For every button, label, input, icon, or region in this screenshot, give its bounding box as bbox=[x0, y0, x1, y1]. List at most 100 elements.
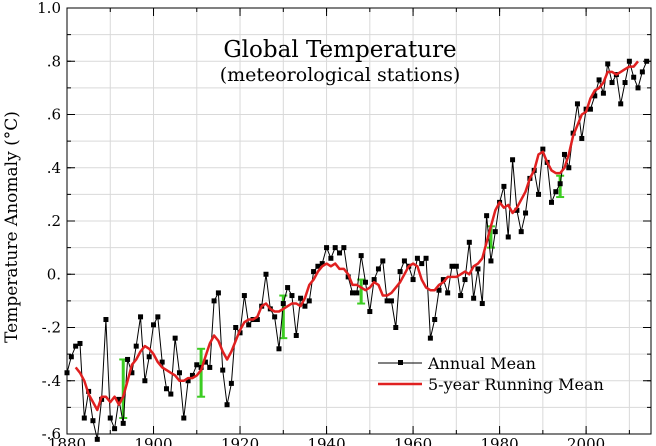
annual-mean-point bbox=[129, 370, 135, 376]
annual-mean-point bbox=[202, 359, 208, 365]
annual-mean-point bbox=[592, 93, 598, 99]
annual-mean-point bbox=[371, 277, 377, 283]
annual-mean-point bbox=[605, 61, 611, 67]
annual-mean-point bbox=[254, 317, 260, 323]
annual-mean-point bbox=[510, 157, 516, 163]
annual-mean-point bbox=[462, 277, 468, 283]
annual-mean-point bbox=[523, 210, 529, 216]
annual-mean-point bbox=[410, 277, 416, 283]
annual-mean-point bbox=[514, 207, 520, 213]
chart-subtitle: (meteorological stations) bbox=[220, 64, 461, 86]
annual-mean-point bbox=[280, 301, 286, 307]
annual-mean-point bbox=[138, 314, 144, 320]
annual-mean-point bbox=[350, 290, 356, 296]
annual-mean-point bbox=[484, 213, 490, 219]
annual-mean-point bbox=[466, 239, 472, 245]
annual-mean-point bbox=[315, 263, 321, 269]
annual-mean-point bbox=[77, 340, 83, 346]
annual-mean-point bbox=[388, 298, 394, 304]
annual-mean-point bbox=[479, 301, 485, 307]
annual-mean-point bbox=[380, 258, 386, 264]
y-tick-label: 0. bbox=[47, 265, 61, 283]
legend-annual-marker bbox=[398, 360, 403, 365]
chart-title: Global Temperature bbox=[223, 37, 456, 63]
annual-mean-point bbox=[639, 69, 645, 75]
y-axis-label: Temperature Anomaly (°C) bbox=[2, 111, 22, 343]
annual-mean-point bbox=[557, 181, 563, 187]
annual-mean-point bbox=[337, 250, 343, 256]
y-tick-label: -.2 bbox=[42, 319, 61, 337]
x-tick-label: 2000 bbox=[567, 435, 605, 446]
annual-mean-point bbox=[631, 74, 637, 80]
annual-mean-point bbox=[587, 106, 593, 112]
annual-mean-point bbox=[142, 378, 148, 384]
annual-mean-point bbox=[241, 293, 247, 299]
annual-mean-point bbox=[319, 261, 325, 267]
annual-mean-point bbox=[501, 183, 507, 189]
annual-mean-point bbox=[68, 354, 74, 360]
annual-mean-point bbox=[505, 234, 511, 240]
x-tick-label: 1940 bbox=[307, 435, 345, 446]
running-mean-series bbox=[74, 60, 639, 412]
x-tick-label: 1960 bbox=[394, 435, 432, 446]
annual-mean-point bbox=[185, 378, 191, 384]
annual-mean-point bbox=[289, 293, 295, 299]
annual-mean-point bbox=[427, 335, 433, 341]
annual-mean-point bbox=[81, 415, 87, 421]
annual-mean-point bbox=[228, 380, 234, 386]
annual-mean-point bbox=[397, 269, 403, 275]
annual-mean-point bbox=[272, 314, 278, 320]
annual-mean-point bbox=[176, 370, 182, 376]
annual-mean-point bbox=[540, 146, 546, 152]
annual-mean-point bbox=[600, 90, 606, 96]
annual-mean-point bbox=[90, 418, 96, 424]
annual-mean-point bbox=[112, 426, 118, 432]
annual-mean-point bbox=[354, 290, 360, 296]
annual-mean-point bbox=[211, 298, 217, 304]
annual-mean-point bbox=[298, 295, 304, 301]
annual-mean-point bbox=[566, 165, 572, 171]
annual-mean-point bbox=[159, 359, 165, 365]
annual-mean-point bbox=[285, 285, 291, 291]
x-tick-label: 1980 bbox=[480, 435, 518, 446]
annual-mean-point bbox=[423, 255, 429, 261]
annual-mean-point bbox=[618, 101, 624, 107]
annual-mean-point bbox=[133, 343, 139, 349]
annual-mean-point bbox=[146, 354, 152, 360]
annual-mean-point bbox=[549, 199, 555, 205]
annual-mean-point bbox=[579, 135, 585, 141]
y-tick-label: .8 bbox=[47, 52, 61, 70]
y-tick-label: .4 bbox=[47, 159, 61, 177]
x-tick-label: 1900 bbox=[134, 435, 172, 446]
annual-mean-point bbox=[367, 309, 373, 315]
annual-mean-point bbox=[246, 322, 252, 328]
uncertainty-bars bbox=[119, 174, 565, 420]
annual-mean-point bbox=[263, 271, 269, 277]
annual-mean-point bbox=[553, 189, 559, 195]
annual-mean-point bbox=[453, 263, 459, 269]
annual-mean-point bbox=[306, 298, 312, 304]
annual-mean-point bbox=[328, 255, 334, 261]
annual-mean-point bbox=[561, 151, 567, 157]
annual-mean-point bbox=[116, 396, 122, 402]
annual-mean-point bbox=[436, 287, 442, 293]
annual-mean-point bbox=[207, 364, 213, 370]
annual-mean-point bbox=[458, 293, 464, 299]
running-mean-line bbox=[74, 60, 639, 412]
annual-mean-point bbox=[375, 266, 381, 272]
annual-mean-point bbox=[151, 322, 157, 328]
annual-mean-point bbox=[332, 245, 338, 251]
annual-mean-point bbox=[574, 101, 580, 107]
y-tick-label: -.6 bbox=[42, 425, 61, 443]
annual-mean-point bbox=[233, 325, 239, 330]
annual-mean-point bbox=[125, 356, 131, 362]
y-tick-label: 1.0 bbox=[37, 0, 61, 17]
annual-mean-point bbox=[341, 245, 347, 251]
annual-mean-point bbox=[419, 261, 425, 267]
annual-mean-point bbox=[155, 314, 161, 320]
annual-mean-point bbox=[172, 335, 178, 341]
annual-mean-point bbox=[432, 317, 438, 323]
y-tick-label: .6 bbox=[47, 106, 61, 124]
annual-mean-point bbox=[393, 325, 399, 330]
